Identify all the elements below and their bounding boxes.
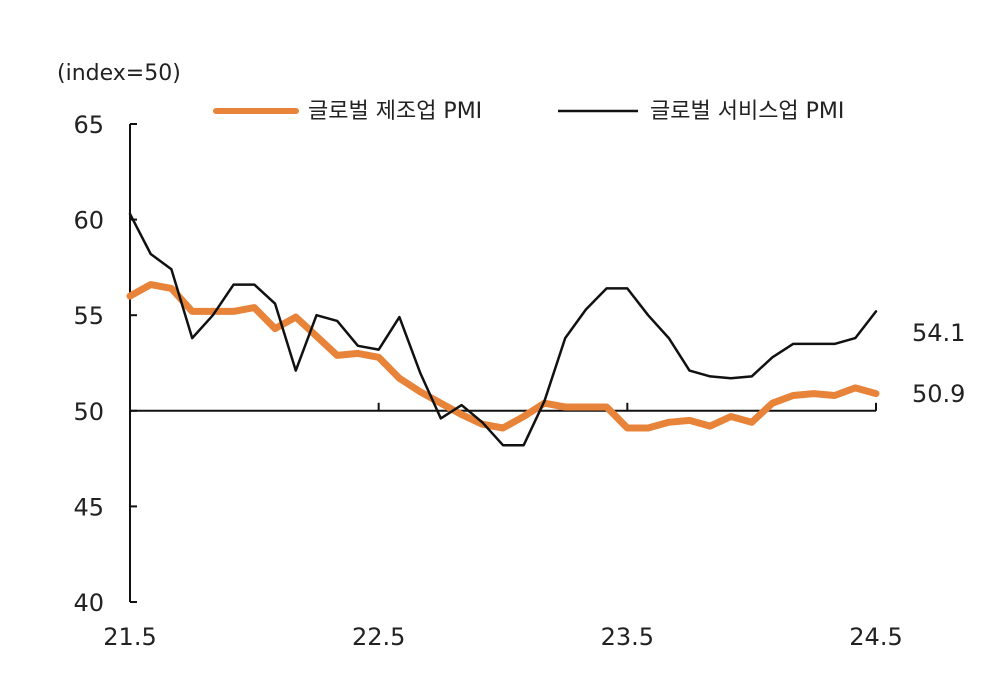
x-tick-label: 22.5 (352, 623, 405, 651)
series-line-manufacturing (126, 281, 880, 432)
labels-layer: 54.1 50.9 (912, 319, 965, 408)
legend: 글로벌 제조업 PMI 글로벌 서비스업 PMI (213, 99, 844, 124)
x-tick-label: 21.5 (103, 623, 156, 651)
y-tick-label: 45 (73, 493, 104, 521)
end-label-services: 54.1 (912, 319, 965, 347)
axes: 40 45 50 55 60 65 21.5 22.5 23.5 24.5 (73, 111, 902, 651)
x-tick-label: 24.5 (849, 623, 902, 651)
legend-label-services: 글로벌 서비스업 PMI (650, 99, 844, 124)
y-tick-label: 65 (73, 111, 104, 139)
y-tick-label: 55 (73, 302, 104, 330)
series-layer (126, 212, 880, 447)
legend-label-manufacturing: 글로벌 제조업 PMI (308, 99, 482, 124)
y-tick-label: 40 (73, 589, 104, 617)
end-label-manufacturing: 50.9 (912, 380, 965, 408)
y-tick-label: 60 (73, 207, 104, 235)
y-unit-label: (index=50) (57, 61, 181, 86)
x-tick-label: 23.5 (601, 623, 654, 651)
series-line-services (128, 212, 878, 447)
y-tick-label: 50 (73, 398, 104, 426)
